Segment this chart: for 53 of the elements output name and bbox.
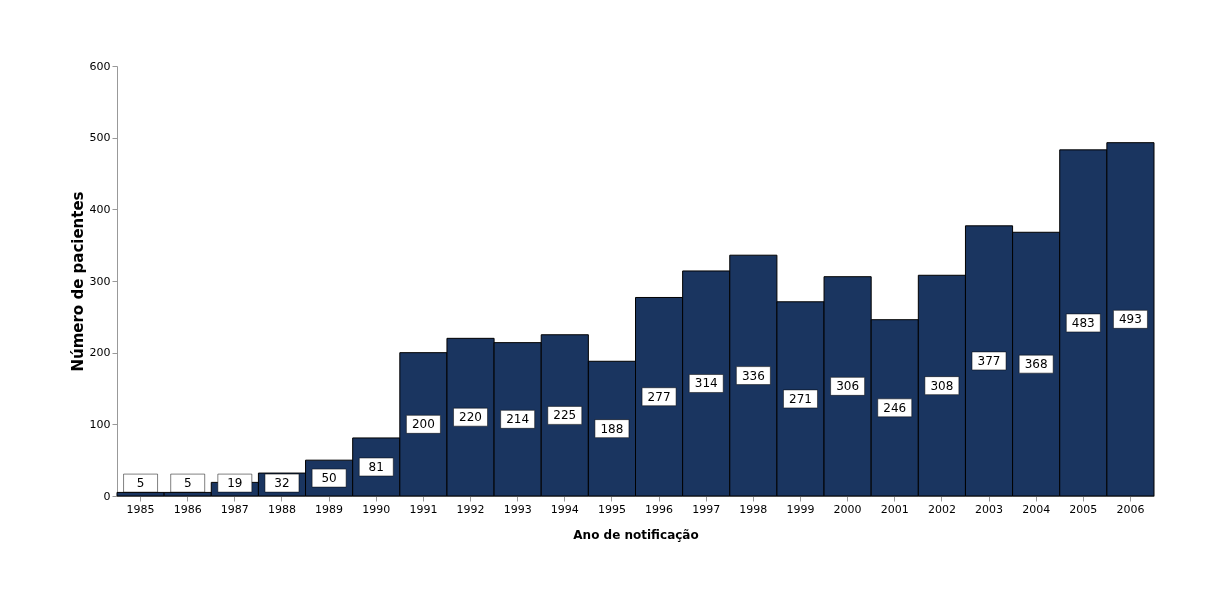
y-tick-label: 200 — [89, 346, 111, 360]
data-label: 5 — [183, 476, 192, 491]
data-label: 200 — [411, 417, 435, 432]
y-tick-label: 600 — [89, 59, 111, 73]
data-label: 377 — [977, 353, 1001, 368]
y-tick-label: 400 — [89, 202, 111, 216]
x-tick-label: 1999 — [786, 502, 815, 516]
x-tick-label: 2001 — [880, 502, 909, 516]
x-tick-label: 1985 — [126, 502, 155, 516]
data-label: 32 — [274, 476, 290, 491]
data-label: 220 — [459, 410, 482, 425]
data-label: 336 — [741, 368, 765, 383]
y-tick-label: 500 — [89, 131, 111, 145]
y-tick-label: 100 — [89, 417, 111, 431]
x-tick-label: 1986 — [173, 502, 202, 516]
data-label: 225 — [553, 408, 577, 423]
x-axis-title: Ano de notificação — [573, 527, 699, 542]
data-label: 246 — [883, 400, 907, 415]
data-label: 50 — [321, 471, 337, 486]
data-label: 277 — [647, 389, 671, 404]
x-tick-label: 1994 — [550, 502, 579, 516]
data-label: 314 — [694, 376, 718, 391]
x-tick-label: 1991 — [409, 502, 438, 516]
x-tick-label: 1993 — [503, 502, 532, 516]
x-tick-label: 1990 — [362, 502, 391, 516]
data-label: 271 — [789, 391, 812, 406]
x-tick-label: 1996 — [645, 502, 674, 516]
x-tick-label: 2003 — [975, 502, 1004, 516]
y-tick-label: 0 — [103, 489, 111, 503]
x-tick-label: 2002 — [927, 502, 956, 516]
x-tick-label: 2000 — [833, 502, 862, 516]
x-tick-label: 1987 — [220, 502, 249, 516]
data-label: 483 — [1071, 315, 1095, 330]
x-tick-label: 1988 — [267, 502, 296, 516]
x-tick-label: 2006 — [1116, 502, 1145, 516]
data-label: 19 — [227, 476, 243, 491]
data-label: 308 — [930, 378, 954, 393]
x-tick-label: 2004 — [1022, 502, 1051, 516]
x-tick-label: 1989 — [315, 502, 344, 516]
data-label: 493 — [1118, 312, 1142, 327]
data-label: 368 — [1024, 357, 1048, 372]
data-label: 306 — [836, 379, 860, 394]
y-axis-title: Número de pacientes — [68, 191, 87, 372]
data-label: 81 — [368, 459, 384, 474]
data-label: 5 — [136, 476, 145, 491]
x-tick-label: 1998 — [739, 502, 768, 516]
x-tick-label: 1995 — [597, 502, 626, 516]
x-tick-label: 1997 — [692, 502, 721, 516]
x-tick-label: 2005 — [1069, 502, 1098, 516]
x-tick-label: 1992 — [456, 502, 485, 516]
data-label: 188 — [600, 421, 624, 436]
y-tick-label: 300 — [89, 274, 111, 288]
data-label: 214 — [506, 412, 530, 427]
